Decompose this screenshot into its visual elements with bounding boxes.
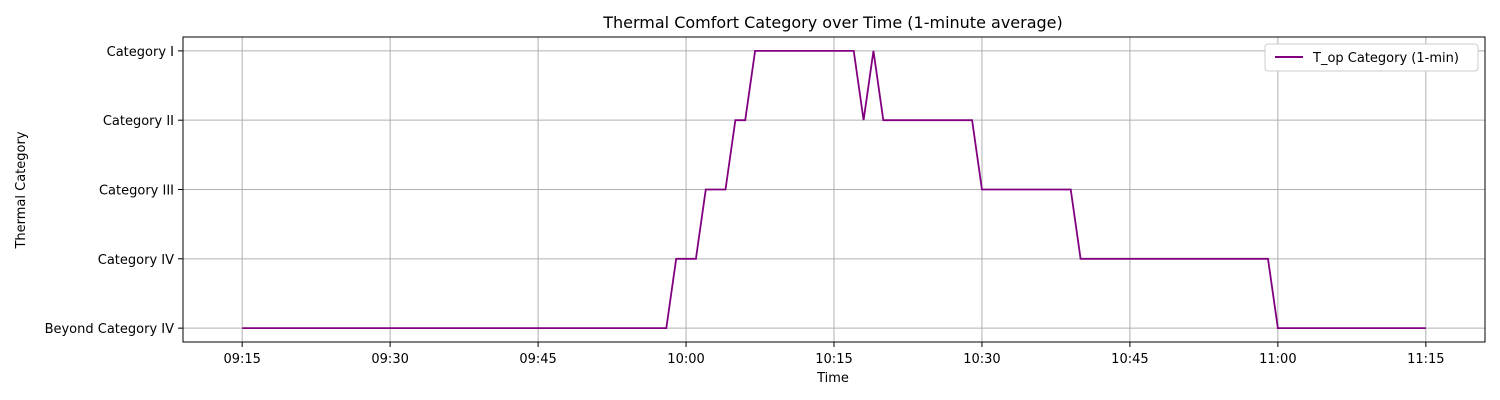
x-tick-label: 10:45 [1111, 352, 1148, 367]
series-line [242, 49, 1426, 330]
y-tick-label: Category I [107, 45, 174, 60]
legend: T_op Category (1-min) [1264, 43, 1479, 72]
x-tick-label: 10:30 [963, 352, 1000, 367]
x-tick-label: 09:45 [519, 352, 556, 367]
x-tick-label: 11:15 [1407, 352, 1444, 367]
y-tick-label: Beyond Category IV [45, 322, 175, 337]
axis-ticks: 09:15 09:30 09:45 10:00 10:15 10:30 10:45 11:00… [45, 45, 1445, 367]
plot-series [242, 49, 1426, 330]
x-axis-label: Time [816, 371, 849, 386]
chart-title: Thermal Comfort Category over Time (1-mi… [602, 13, 1063, 32]
x-tick-label: 09:15 [223, 352, 260, 367]
x-tick-label: 09:30 [371, 352, 408, 367]
y-tick-label: Category II [103, 114, 174, 129]
legend-box [1264, 43, 1479, 72]
y-axis-label: Thermal Category [14, 131, 29, 249]
x-tick-label: 11:00 [1259, 352, 1296, 367]
y-tick-label: Category IV [98, 253, 174, 268]
grid-lines [183, 37, 1485, 342]
x-tick-label: 10:15 [815, 352, 852, 367]
y-tick-label: Category III [99, 184, 174, 199]
legend-label: T_op Category (1-min) [1312, 51, 1459, 66]
x-tick-label: 10:00 [667, 352, 704, 367]
